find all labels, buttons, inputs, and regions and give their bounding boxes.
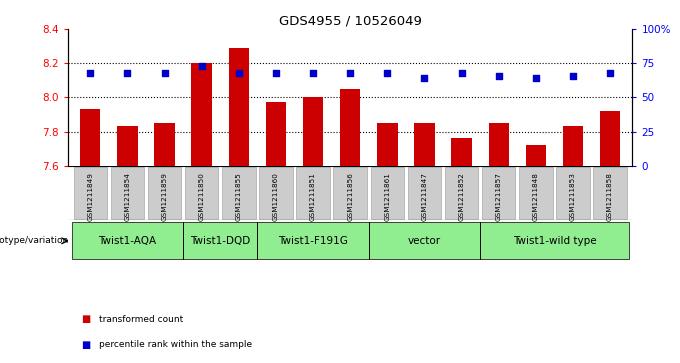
FancyBboxPatch shape (556, 167, 590, 219)
Text: GSM1211857: GSM1211857 (496, 172, 502, 221)
Bar (266, 102, 286, 166)
Text: Twist1-AQA: Twist1-AQA (99, 236, 156, 246)
Bar (80, 109, 101, 166)
Point (345, 70, 356, 76)
Bar (488, 123, 509, 166)
Text: GSM1211852: GSM1211852 (458, 172, 464, 221)
Text: vector: vector (408, 236, 441, 246)
Point (568, 73, 579, 78)
Bar (377, 123, 398, 166)
FancyBboxPatch shape (73, 167, 107, 219)
Text: GSM1211860: GSM1211860 (273, 172, 279, 221)
Text: Twist1-wild type: Twist1-wild type (513, 236, 596, 246)
Bar (340, 89, 360, 166)
FancyBboxPatch shape (296, 167, 330, 219)
FancyBboxPatch shape (222, 167, 256, 219)
Text: GSM1211848: GSM1211848 (533, 172, 539, 221)
FancyBboxPatch shape (185, 167, 218, 219)
Point (307, 70, 318, 76)
FancyBboxPatch shape (111, 167, 144, 219)
FancyBboxPatch shape (183, 223, 257, 259)
Text: GSM1211855: GSM1211855 (236, 172, 242, 221)
FancyBboxPatch shape (369, 223, 480, 259)
Text: GSM1211858: GSM1211858 (607, 172, 613, 221)
Point (271, 70, 282, 76)
Text: ■: ■ (82, 314, 91, 325)
FancyBboxPatch shape (333, 167, 367, 219)
Text: ■: ■ (82, 340, 91, 350)
Point (197, 63, 207, 69)
Text: GSM1211854: GSM1211854 (124, 172, 131, 221)
FancyBboxPatch shape (408, 167, 441, 219)
Point (122, 70, 133, 76)
Text: Twist1-F191G: Twist1-F191G (278, 236, 348, 246)
Bar (303, 97, 323, 166)
Bar (526, 145, 546, 166)
Text: GSM1211861: GSM1211861 (384, 172, 390, 221)
FancyBboxPatch shape (482, 167, 515, 219)
Point (233, 70, 244, 76)
Point (159, 70, 170, 76)
Bar (228, 48, 249, 166)
Point (456, 70, 467, 76)
Text: transformed count: transformed count (99, 315, 183, 324)
Text: GSM1211853: GSM1211853 (570, 172, 576, 221)
FancyBboxPatch shape (148, 167, 182, 219)
Text: Twist1-DQD: Twist1-DQD (190, 236, 250, 246)
Point (382, 70, 393, 76)
FancyBboxPatch shape (594, 167, 627, 219)
FancyBboxPatch shape (445, 167, 478, 219)
Bar (117, 126, 137, 166)
Text: percentile rank within the sample: percentile rank within the sample (99, 340, 252, 349)
FancyBboxPatch shape (480, 223, 629, 259)
Bar (452, 138, 472, 166)
Point (605, 70, 615, 76)
Title: GDS4955 / 10526049: GDS4955 / 10526049 (279, 15, 422, 28)
Bar (414, 123, 435, 166)
FancyBboxPatch shape (257, 223, 369, 259)
Point (493, 73, 504, 78)
Bar (192, 63, 212, 166)
FancyBboxPatch shape (519, 167, 553, 219)
Text: GSM1211849: GSM1211849 (87, 172, 93, 221)
Point (530, 76, 541, 81)
Text: GSM1211859: GSM1211859 (162, 172, 167, 221)
Point (419, 76, 430, 81)
FancyBboxPatch shape (71, 223, 183, 259)
Bar (154, 123, 175, 166)
Text: GSM1211850: GSM1211850 (199, 172, 205, 221)
Text: GSM1211856: GSM1211856 (347, 172, 353, 221)
FancyBboxPatch shape (371, 167, 404, 219)
Bar (563, 126, 583, 166)
Bar (600, 111, 620, 166)
FancyBboxPatch shape (259, 167, 292, 219)
Text: genotype/variation: genotype/variation (0, 236, 69, 245)
Point (85, 70, 96, 76)
Text: GSM1211851: GSM1211851 (310, 172, 316, 221)
Text: GSM1211847: GSM1211847 (422, 172, 428, 221)
